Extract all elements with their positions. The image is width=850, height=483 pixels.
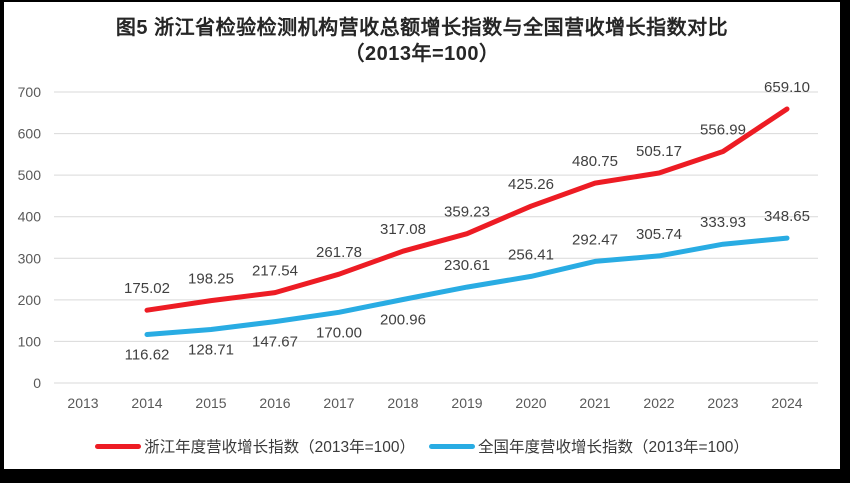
data-label: 256.41: [508, 246, 554, 263]
data-label: 348.65: [764, 208, 810, 225]
x-axis-tick-label: 2022: [643, 395, 674, 411]
data-label: 305.74: [636, 226, 682, 243]
x-axis-tick-label: 2016: [259, 395, 290, 411]
legend-swatch-national-line: [429, 443, 475, 449]
data-label: 217.54: [252, 263, 298, 280]
data-label: 175.02: [124, 280, 170, 297]
x-axis-tick-label: 2015: [195, 395, 226, 411]
y-axis-tick-label: 600: [18, 126, 42, 142]
data-label: 659.10: [764, 79, 810, 96]
data-label: 292.47: [572, 231, 618, 248]
legend-item-national: 全国年度营收增长指数（2013年=100）: [429, 435, 749, 457]
x-axis-tick-label: 2019: [451, 395, 482, 411]
data-label: 317.08: [380, 221, 426, 238]
chart-title-line1: 图5 浙江省检验检测机构营收总额增长指数与全国营收增长指数对比: [115, 17, 729, 39]
data-label: 200.96: [380, 312, 426, 329]
y-axis-tick-label: 0: [33, 375, 41, 391]
legend-swatch-zhejiang-line: [95, 443, 142, 449]
y-axis-tick-label: 500: [18, 167, 42, 183]
x-axis-tick-label: 2018: [387, 395, 418, 411]
legend-item-zhejiang: 浙江年度营收增长指数（2013年=100）: [95, 435, 415, 457]
x-axis-tick-label: 2013: [67, 395, 98, 411]
data-label: 128.71: [188, 342, 234, 359]
legend-label-national: 全国年度营收增长指数（2013年=100）: [478, 439, 749, 456]
data-label: 116.62: [125, 347, 170, 364]
series-line-0: [144, 106, 790, 313]
line-chart-plot: 0 100 200 300 400 500 600 700 2013 2014 2015 2016 20…: [18, 79, 818, 411]
y-axis-tick-label: 700: [18, 84, 42, 100]
data-label: 556.99: [700, 122, 746, 139]
data-label: 198.25: [188, 271, 234, 288]
chart-title: 图5 浙江省检验检测机构营收总额增长指数与全国营收增长指数对比 （2013年=1…: [4, 15, 840, 67]
y-axis-tick-label: 100: [18, 333, 42, 349]
data-label: 261.78: [316, 244, 362, 261]
x-axis-tick-label: 2020: [515, 395, 546, 411]
x-axis-tick-label: 2017: [323, 395, 354, 411]
data-label: 170.00: [316, 324, 362, 341]
y-axis-tick-label: 300: [18, 250, 42, 266]
data-label: 425.26: [508, 176, 554, 193]
data-label: 230.61: [444, 257, 490, 274]
data-label: 359.23: [444, 204, 490, 221]
y-axis-tick-label: 200: [18, 292, 42, 308]
series-line-1: [144, 235, 790, 337]
y-axis-tick-label: 400: [18, 209, 42, 225]
chart-title-line2: （2013年=100）: [344, 43, 500, 65]
x-axis-tick-label: 2023: [707, 395, 738, 411]
x-axis-tick-label: 2021: [579, 395, 610, 411]
data-label: 333.93: [700, 214, 746, 231]
data-label: 147.67: [252, 334, 298, 351]
legend-label-zhejiang: 浙江年度营收增长指数（2013年=100）: [144, 439, 415, 456]
chart-legend: 浙江年度营收增长指数（2013年=100） 全国年度营收增长指数（2013年=1…: [4, 435, 840, 457]
x-axis-tick-label: 2024: [771, 395, 802, 411]
data-label: 505.17: [636, 143, 682, 160]
x-axis-tick-label: 2014: [131, 395, 162, 411]
data-label: 480.75: [572, 153, 618, 170]
